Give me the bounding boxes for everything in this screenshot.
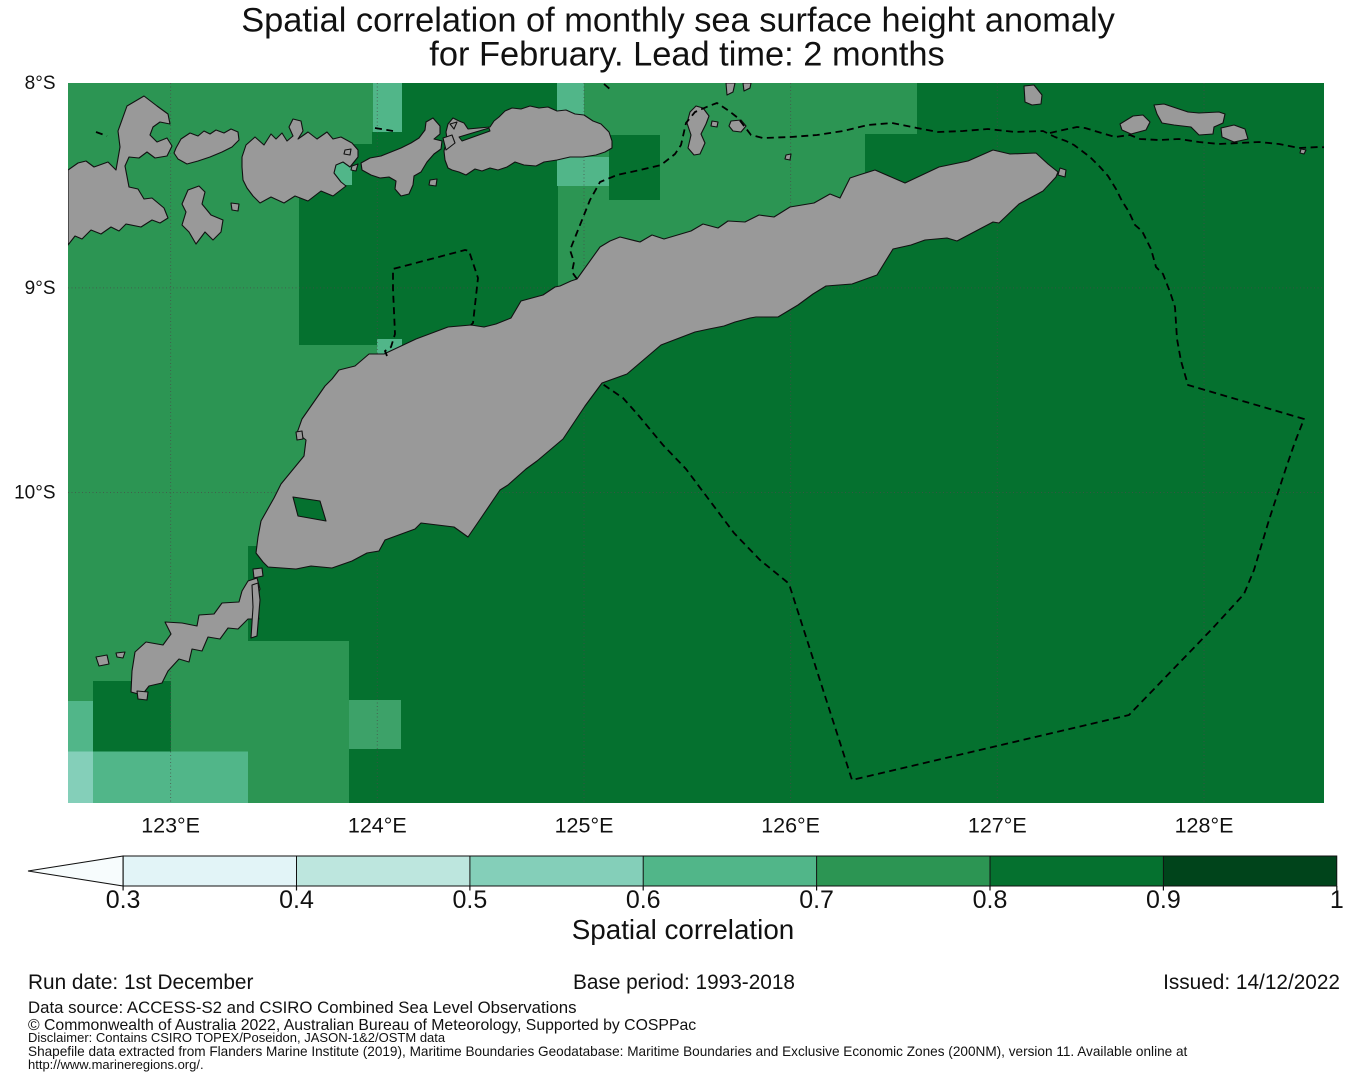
svg-text:0.4: 0.4	[279, 886, 314, 914]
svg-text:Spatial correlation: Spatial correlation	[572, 914, 795, 945]
svg-text:126°E: 126°E	[761, 814, 820, 838]
svg-text:Issued: 14/12/2022: Issued: 14/12/2022	[1163, 971, 1340, 994]
svg-text:Data source: ACCESS-S2 and CSI: Data source: ACCESS-S2 and CSIRO Combine…	[28, 998, 576, 1017]
svg-text:Disclaimer: Contains CSIRO TOP: Disclaimer: Contains CSIRO TOPEX/Poseido…	[28, 1030, 446, 1045]
svg-text:0.8: 0.8	[973, 886, 1008, 914]
svg-text:8°S: 8°S	[25, 73, 56, 94]
svg-text:0.7: 0.7	[799, 886, 834, 914]
svg-text:125°E: 125°E	[555, 814, 614, 838]
svg-text:Base period: 1993-2018: Base period: 1993-2018	[573, 971, 795, 994]
svg-text:Spatial correlation of monthly: Spatial correlation of monthly sea surfa…	[241, 2, 1115, 40]
svg-text:10°S: 10°S	[14, 483, 55, 504]
svg-text:0.5: 0.5	[453, 886, 488, 914]
svg-text:127°E: 127°E	[968, 814, 1027, 838]
svg-text:128°E: 128°E	[1175, 814, 1234, 838]
svg-text:0.3: 0.3	[106, 886, 141, 914]
svg-text:124°E: 124°E	[348, 814, 407, 838]
svg-text:0.6: 0.6	[626, 886, 661, 914]
svg-text:© Commonwealth of Australia 20: © Commonwealth of Australia 2022, Austra…	[28, 1017, 696, 1034]
svg-text:9°S: 9°S	[25, 278, 56, 299]
svg-text:Run date: 1st December: Run date: 1st December	[28, 971, 253, 994]
svg-text:http://www.marineregions.org/.: http://www.marineregions.org/.	[28, 1057, 204, 1072]
svg-text:for February. Lead time: 2 mon: for February. Lead time: 2 months	[429, 36, 944, 74]
svg-text:1: 1	[1330, 886, 1344, 914]
svg-text:0.9: 0.9	[1146, 886, 1181, 914]
svg-text:123°E: 123°E	[141, 814, 200, 838]
svg-text:Shapefile data extracted from: Shapefile data extracted from Flanders M…	[28, 1044, 1188, 1059]
